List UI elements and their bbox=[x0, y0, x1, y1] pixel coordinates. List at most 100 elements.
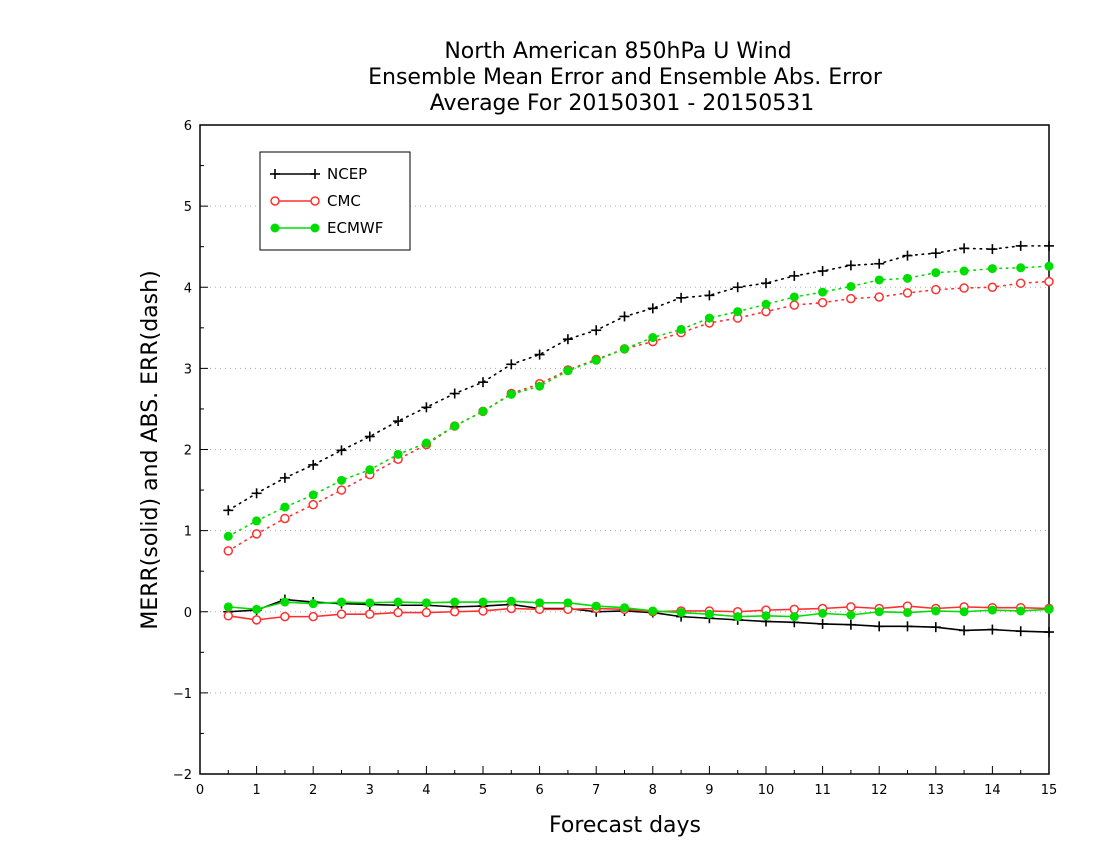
ecmwf-mean-err-point bbox=[535, 598, 545, 608]
ecmwf-mean-err-point bbox=[818, 608, 828, 618]
cmc-mean-err-point bbox=[365, 609, 375, 619]
ecmwf-mean-err-point bbox=[223, 602, 233, 612]
cmc-abs-err-point bbox=[761, 306, 771, 317]
cmc-abs-err-point bbox=[789, 300, 800, 310]
legend-label: NCEP bbox=[327, 165, 367, 183]
cmc-abs-err-point bbox=[817, 297, 828, 308]
x-axis-label: Forecast days bbox=[549, 813, 701, 838]
x-tick-label: 7 bbox=[592, 783, 600, 798]
ncep-abs-err-line bbox=[227, 245, 1050, 512]
ncep-abs-err-point bbox=[1044, 240, 1054, 251]
ncep-abs-err-point bbox=[336, 445, 347, 456]
ecmwf-abs-err-point bbox=[421, 438, 431, 448]
ecmwf-abs-err-point bbox=[365, 465, 375, 475]
ncep-abs-err-point bbox=[534, 349, 545, 360]
ecmwf-abs-err-point bbox=[280, 502, 290, 512]
ncep-mean-err-point bbox=[930, 622, 941, 633]
cmc-abs-err-point bbox=[959, 283, 969, 293]
ncep-abs-err-point bbox=[704, 290, 715, 301]
ecmwf-mean-err-point bbox=[563, 598, 573, 608]
x-tick-label: 12 bbox=[871, 783, 888, 798]
ncep-abs-err-point bbox=[761, 278, 771, 289]
ncep-abs-err-point bbox=[959, 243, 970, 254]
cmc-mean-err-point bbox=[789, 604, 800, 615]
ecmwf-abs-err-point bbox=[704, 313, 714, 323]
cmc-abs-err-point bbox=[874, 292, 884, 302]
y-tick-label: −2 bbox=[173, 768, 192, 783]
ecmwf-abs-err-point bbox=[676, 324, 686, 334]
ecmwf-abs-err-point bbox=[1044, 261, 1054, 271]
y-tick-label: 5 bbox=[184, 200, 192, 215]
ncep-abs-err-point bbox=[223, 505, 234, 516]
ncep-mean-err-point bbox=[845, 619, 856, 630]
ncep-mean-err-line bbox=[228, 598, 1050, 633]
ncep-abs-err-point bbox=[930, 248, 941, 259]
legend-marker bbox=[310, 169, 320, 179]
ncep-mean-err-point bbox=[1044, 627, 1054, 638]
ecmwf-abs-err-point bbox=[931, 268, 941, 278]
cmc-abs-err-point bbox=[987, 282, 998, 292]
ecmwf-abs-err-point bbox=[846, 281, 856, 291]
series-layer bbox=[223, 240, 1054, 638]
ecmwf-mean-err-point bbox=[1016, 606, 1026, 616]
x-tick-label: 0 bbox=[196, 783, 204, 798]
ecmwf-abs-err-point bbox=[450, 421, 460, 431]
ncep-abs-err-point bbox=[591, 325, 602, 336]
legend-marker bbox=[270, 169, 280, 179]
legend-item-cmc: CMC bbox=[270, 192, 361, 210]
ecmwf-mean-err-point bbox=[987, 605, 997, 615]
ecmwf-mean-err-point bbox=[591, 601, 601, 611]
ncep-abs-err-point bbox=[308, 459, 319, 470]
ecmwf-abs-err-point bbox=[620, 344, 629, 354]
cmc-abs-err-point bbox=[308, 499, 318, 510]
ecmwf-mean-err-point bbox=[252, 604, 262, 614]
ecmwf-abs-err-point bbox=[733, 307, 743, 317]
ncep-abs-err-point bbox=[676, 292, 687, 303]
chart-title-line-2: Ensemble Mean Error and Ensemble Abs. Er… bbox=[368, 65, 883, 90]
y-tick-label: 6 bbox=[184, 119, 192, 134]
ecmwf-mean-err-point bbox=[789, 612, 799, 622]
ecmwf-abs-err-point bbox=[903, 273, 912, 283]
x-tick-label: 15 bbox=[1041, 783, 1058, 798]
ecmwf-mean-err-point bbox=[506, 596, 516, 606]
x-tick-label: 14 bbox=[984, 783, 1001, 798]
ecmwf-mean-err-point bbox=[733, 612, 743, 622]
ncep-abs-err-point bbox=[817, 266, 828, 277]
ecmwf-mean-err-point bbox=[761, 611, 771, 621]
x-tick-label: 13 bbox=[928, 783, 945, 798]
x-tick-label: 2 bbox=[309, 783, 317, 798]
cmc-abs-err-point bbox=[846, 293, 856, 304]
cmc-abs-err-point bbox=[902, 288, 913, 298]
ecmwf-mean-err-point bbox=[337, 597, 346, 607]
ecmwf-mean-err-point bbox=[676, 608, 686, 618]
ecmwf-mean-err-point bbox=[648, 606, 658, 616]
chart-title-line-1: North American 850hPa U Wind bbox=[444, 39, 791, 64]
x-tick-label: 5 bbox=[479, 783, 487, 798]
ecmwf-abs-err-point bbox=[761, 299, 771, 309]
series-cmc bbox=[223, 276, 1054, 625]
legend-label: ECMWF bbox=[327, 219, 383, 237]
ncep-abs-err-point bbox=[364, 431, 375, 442]
cmc-mean-err-point bbox=[280, 611, 290, 622]
ecmwf-abs-err-point bbox=[648, 333, 658, 343]
ncep-abs-err-point bbox=[789, 270, 800, 281]
ncep-abs-err-point bbox=[449, 388, 460, 399]
ncep-abs-err-point bbox=[732, 282, 743, 293]
y-tick-label: 2 bbox=[184, 444, 192, 459]
y-tick-label: −1 bbox=[173, 687, 192, 702]
cmc-mean-err-point bbox=[478, 606, 488, 616]
ecmwf-mean-err-point bbox=[280, 597, 290, 607]
x-tick-label: 1 bbox=[252, 783, 260, 798]
legend-item-ncep: NCEP bbox=[270, 165, 367, 183]
cmc-mean-err-line bbox=[228, 605, 1050, 621]
ncep-abs-err-point bbox=[251, 488, 262, 499]
cmc-mean-err-point bbox=[251, 615, 262, 625]
ecmwf-mean-err-point bbox=[478, 597, 488, 607]
cmc-abs-err-point bbox=[1015, 278, 1026, 288]
cmc-abs-err-point bbox=[251, 529, 262, 539]
y-tick-label: 1 bbox=[184, 525, 192, 540]
ecmwf-abs-err-point bbox=[563, 366, 573, 376]
ecmwf-mean-err-point bbox=[308, 599, 318, 609]
cmc-mean-err-point bbox=[223, 611, 234, 621]
ncep-abs-err-point bbox=[647, 303, 658, 314]
